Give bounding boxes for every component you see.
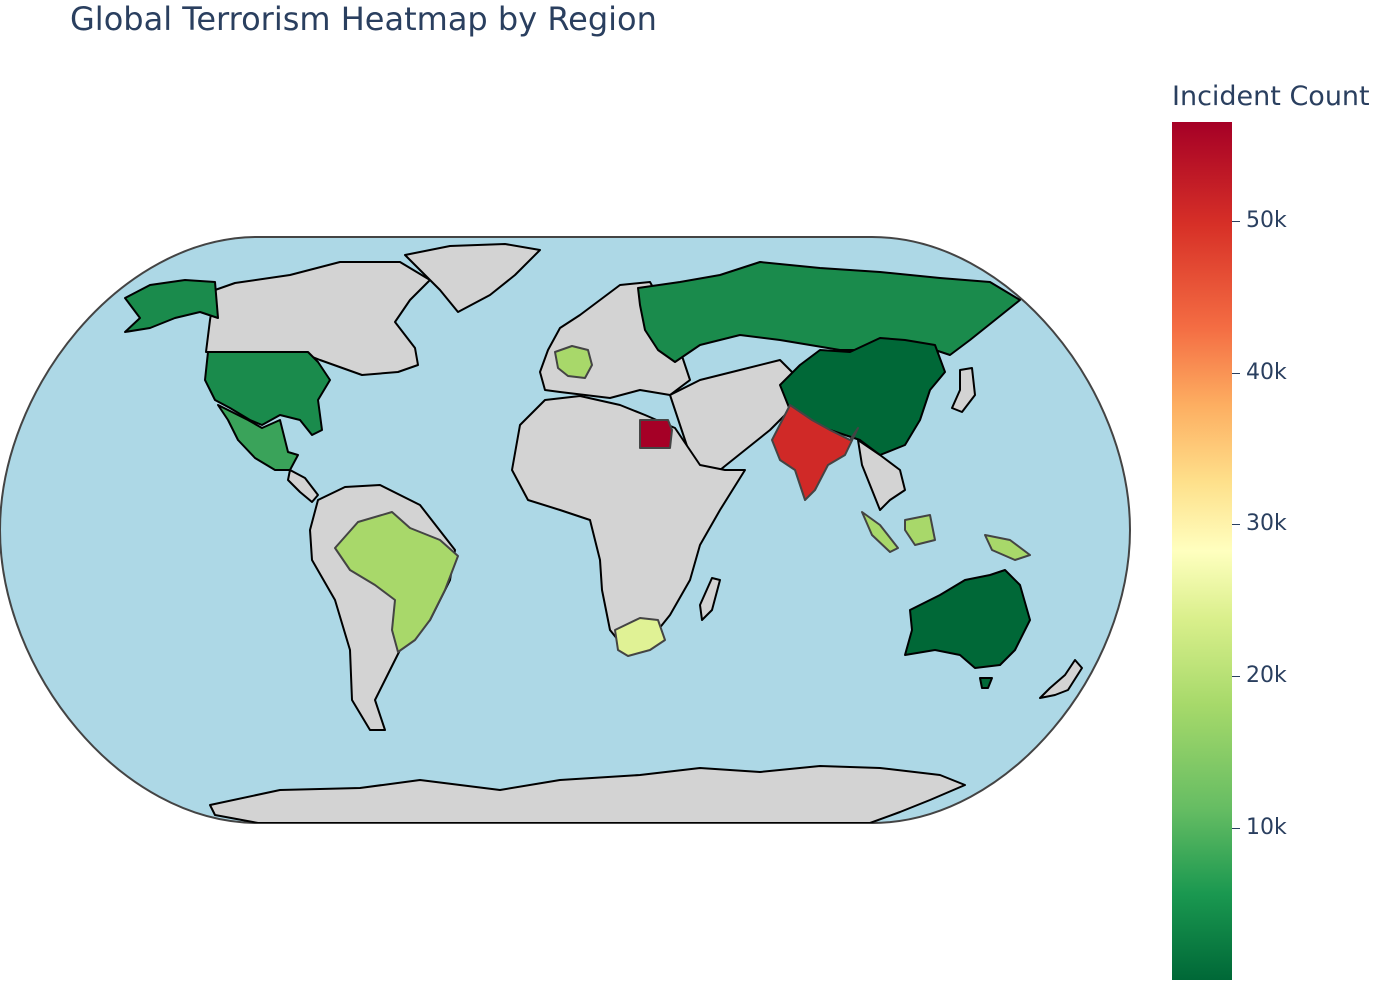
colorbar-tick-mark [1232,676,1240,678]
colorbar-tick-label: 20k [1246,663,1287,689]
alaska-region [124,279,219,333]
india-region [771,404,859,501]
mexico-region [217,404,299,471]
antarctica-land [209,765,966,823]
colorbar-tick-label: 10k [1246,815,1287,841]
france-region [554,345,593,379]
japan-land [951,367,976,413]
usa-region [204,351,331,436]
colorbar-tick-mark [1232,220,1240,222]
egypt-region [639,419,673,449]
colorbar-tick-mark [1232,372,1240,374]
brazil-region [334,511,459,653]
new-zealand-land [1039,659,1083,699]
colorbar-title: Incident Count [1172,81,1370,112]
tasmania-region [979,677,993,689]
colorbar-tick-mark [1232,828,1240,830]
central-america-land [287,469,319,503]
colorbar-gradient [1172,122,1232,980]
chart-title: Global Terrorism Heatmap by Region [70,0,657,38]
indonesia-region [861,511,1031,561]
colorbar-tick-label: 30k [1246,511,1287,537]
south-africa-region [614,617,666,657]
madagascar-land [699,577,721,621]
colorbar-tick-label: 50k [1246,207,1287,233]
colorbar-tick-label: 40k [1246,359,1287,385]
greenland-land [404,243,541,313]
southeast-asia-land [857,439,906,511]
africa-land [511,395,746,656]
australia-region [904,569,1031,669]
colorbar-tick-mark [1232,524,1240,526]
